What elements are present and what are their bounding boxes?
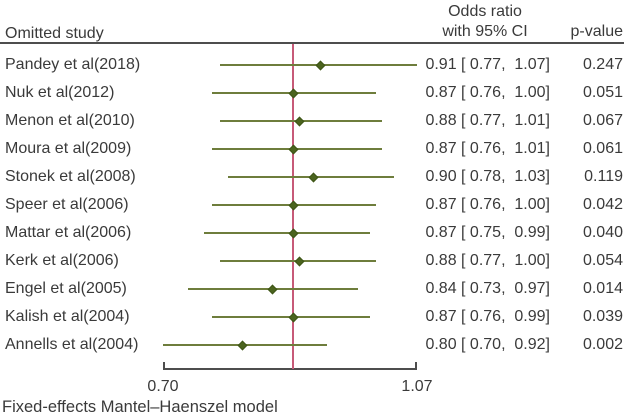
p-value-text: 0.002 xyxy=(582,336,623,353)
or-ci-text: 0.91 [ 0.77, 1.07] xyxy=(425,56,550,73)
or-marker xyxy=(237,340,248,350)
p-value-text: 0.119 xyxy=(584,168,623,185)
odds-ratio-header: Odds ratio with 95% CI xyxy=(426,2,544,42)
p-value-text: 0.040 xyxy=(582,224,623,241)
study-label: Moura et al(2009) xyxy=(5,140,132,157)
p-value-text: 0.054 xyxy=(582,252,623,269)
study-label: Pandey et al(2018) xyxy=(5,56,141,73)
x-axis xyxy=(163,368,417,370)
study-label: Annells et al(2004) xyxy=(5,336,139,353)
or-ci-text: 0.88 [ 0.77, 1.01] xyxy=(425,112,550,129)
or-marker xyxy=(288,144,299,154)
x-axis-label-max: 1.07 xyxy=(401,378,433,395)
header-rule xyxy=(0,42,624,44)
omitted-study-header: Omitted study xyxy=(5,25,104,42)
odds-ratio-header-line1: Odds ratio xyxy=(448,3,522,20)
or-marker xyxy=(288,228,299,238)
or-marker xyxy=(308,172,319,182)
or-marker xyxy=(315,60,325,70)
or-ci-text: 0.87 [ 0.76, 1.00] xyxy=(425,196,550,213)
study-label: Nuk et al(2012) xyxy=(5,84,115,101)
or-ci-text: 0.87 [ 0.76, 0.99] xyxy=(425,308,550,325)
study-label: Mattar et al(2006) xyxy=(5,224,132,241)
model-footnote: Fixed-effects Mantel–Haenszel model xyxy=(2,398,278,416)
study-label: Speer et al(2006) xyxy=(5,196,129,213)
study-label: Kerk et al(2006) xyxy=(5,252,119,269)
or-marker xyxy=(295,256,305,266)
study-label: Stonek et al(2008) xyxy=(5,168,136,185)
or-ci-text: 0.90 [ 0.78, 1.03] xyxy=(425,168,550,185)
study-label: Engel et al(2005) xyxy=(5,280,127,297)
or-marker xyxy=(295,116,305,126)
x-axis-tick-right xyxy=(415,362,417,370)
or-ci-text: 0.80 [ 0.70, 0.92] xyxy=(425,336,550,353)
or-ci-text: 0.87 [ 0.75, 0.99] xyxy=(425,224,550,241)
or-marker xyxy=(288,312,299,322)
or-marker xyxy=(288,200,299,210)
p-value-text: 0.067 xyxy=(582,112,623,129)
p-value-text: 0.061 xyxy=(582,140,623,157)
p-value-text: 0.247 xyxy=(582,56,623,73)
p-value-text: 0.014 xyxy=(582,280,623,297)
or-ci-text: 0.84 [ 0.73, 0.97] xyxy=(425,280,550,297)
study-label: Kalish et al(2004) xyxy=(5,308,130,325)
study-label: Menon et al(2010) xyxy=(5,112,135,129)
p-value-text: 0.039 xyxy=(582,308,623,325)
p-value-header: p-value xyxy=(570,23,623,40)
or-ci-text: 0.87 [ 0.76, 1.00] xyxy=(425,84,550,101)
odds-ratio-header-line2: with 95% CI xyxy=(442,23,528,40)
ci-line xyxy=(204,232,371,234)
or-ci-text: 0.88 [ 0.77, 1.00] xyxy=(425,252,550,269)
or-marker xyxy=(288,88,299,98)
or-ci-text: 0.87 [ 0.76, 1.01] xyxy=(425,140,550,157)
x-axis-tick-left xyxy=(163,362,165,370)
p-value-text: 0.042 xyxy=(582,196,623,213)
p-value-text: 0.051 xyxy=(582,84,623,101)
x-axis-label-min: 0.70 xyxy=(147,378,179,395)
or-marker xyxy=(267,284,278,294)
